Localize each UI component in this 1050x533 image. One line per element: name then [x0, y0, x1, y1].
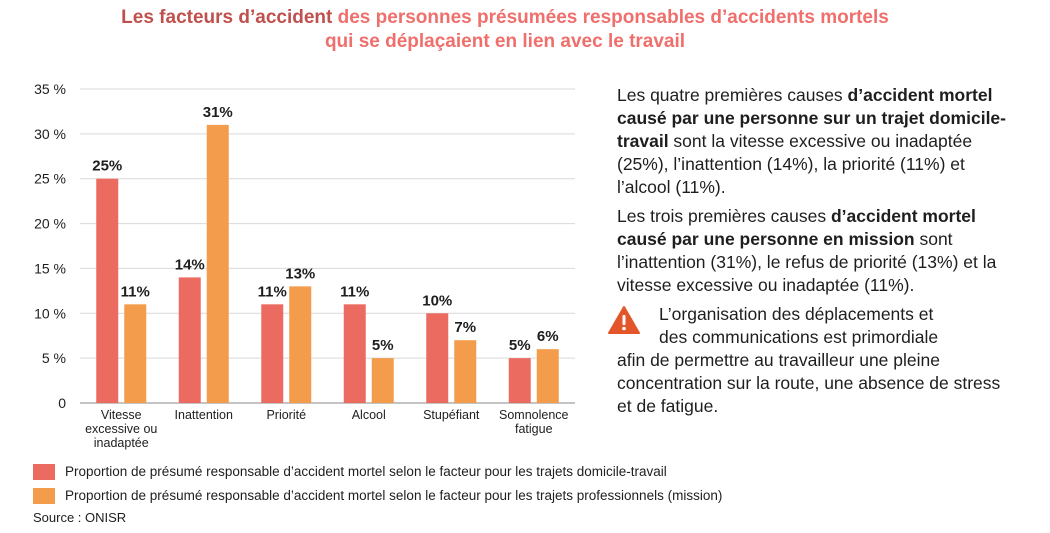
- title-part-2: facteurs d’accident: [159, 7, 332, 28]
- data-label-mission: 6%: [537, 328, 559, 345]
- x-tick-label-line: Vitesse: [101, 408, 142, 422]
- x-tick-label-line: Priorité: [266, 408, 306, 422]
- data-label-mission: 5%: [372, 337, 394, 354]
- data-label-mission: 7%: [454, 319, 476, 336]
- x-tick-label-line: Alcool: [352, 408, 386, 422]
- warning-note: L’organisation des déplacements et des c…: [617, 303, 1017, 418]
- warning-triangle-icon: [607, 305, 641, 335]
- bar-domicile: [509, 358, 531, 403]
- title-part-1: Les: [121, 7, 159, 28]
- commentary-paragraph-1: Les quatre premières causes d’accident m…: [617, 84, 1017, 199]
- x-tick-label: Vitesse excessive ou inadaptée: [85, 408, 157, 450]
- commentary-2-text-a: Les trois premières causes: [617, 206, 831, 226]
- bar-mission: [207, 125, 229, 403]
- data-label-domicile: 11%: [258, 283, 287, 300]
- commentary-1-text-c: sont la vitesse excessive ou inadaptée (…: [617, 131, 972, 197]
- data-label-domicile: 25%: [92, 158, 122, 175]
- bar-domicile: [344, 304, 366, 403]
- bar-mission: [454, 340, 476, 403]
- x-tick-label: Stupéfiant: [423, 408, 480, 422]
- data-label-domicile: 10%: [422, 292, 452, 309]
- legend-swatch-domicile: [33, 464, 55, 480]
- bar-domicile: [426, 313, 448, 403]
- data-label-mission: 31%: [203, 104, 233, 121]
- chart-title: Les facteurs d’accident des personnes pr…: [0, 6, 1010, 54]
- warning-rest: afin de permettre au travailleur une ple…: [617, 350, 1000, 416]
- legend-item-domicile: Proportion de présumé responsable d’acci…: [33, 463, 667, 481]
- legend-swatch-mission: [33, 488, 55, 504]
- title-part-3: des personnes présumées responsables d’a…: [332, 7, 889, 28]
- data-label-domicile: 11%: [340, 283, 369, 300]
- bar-domicile: [96, 179, 118, 403]
- commentary-paragraph-2: Les trois premières causes d’accident mo…: [617, 205, 1017, 297]
- bars-layer: [96, 125, 559, 403]
- x-tick-label-line: fatigue: [515, 422, 553, 436]
- y-tick-label: 25 %: [34, 171, 66, 187]
- y-tick-label: 30 %: [34, 126, 66, 142]
- y-tick-label: 15 %: [34, 260, 66, 276]
- legend-label-domicile: Proportion de présumé responsable d’acci…: [65, 463, 667, 481]
- legend-label-mission: Proportion de présumé responsable d’acci…: [65, 487, 722, 505]
- x-tick-label: Somnolence fatigue: [499, 408, 569, 436]
- x-tick-label: Inattention: [175, 408, 233, 422]
- title-line-1: Les facteurs d’accident des personnes pr…: [0, 6, 1010, 30]
- y-tick-label: 0: [58, 395, 66, 411]
- data-label-domicile: 14%: [175, 256, 205, 273]
- y-tick-label: 35 %: [34, 81, 66, 97]
- x-tick-label-line: inadaptée: [94, 436, 149, 450]
- bar-mission: [372, 358, 394, 403]
- labels-layer: 25% 11% Vitesse excessive ou inadaptée 14% 31%…: [85, 104, 568, 450]
- bar-mission: [124, 304, 146, 403]
- warning-line-1: L’organisation des déplacements et: [617, 303, 1017, 326]
- bar-domicile: [261, 304, 283, 403]
- source-note: Source : ONISR: [33, 510, 126, 525]
- data-label-mission: 13%: [285, 265, 315, 282]
- y-tick-label: 20 %: [34, 216, 66, 232]
- data-label-domicile: 5%: [509, 337, 531, 354]
- legend-item-mission: Proportion de présumé responsable d’acci…: [33, 487, 722, 505]
- x-tick-label-line: Somnolence: [499, 408, 569, 422]
- x-tick-label: Priorité: [266, 408, 306, 422]
- commentary-panel: Les quatre premières causes d’accident m…: [617, 84, 1017, 418]
- bar-domicile: [179, 277, 201, 403]
- bar-mission: [537, 349, 559, 403]
- x-tick-label-line: excessive ou: [85, 422, 157, 436]
- bar-mission: [289, 286, 311, 403]
- x-tick-label-line: Stupéfiant: [423, 408, 480, 422]
- data-label-mission: 11%: [121, 283, 150, 300]
- warning-line-2: des communications est primordiale: [617, 326, 1017, 349]
- title-line-2: qui se déplaçaient en lien avec le trava…: [0, 30, 1010, 54]
- x-tick-label-line: Inattention: [175, 408, 233, 422]
- y-tick-label: 5 %: [42, 350, 66, 366]
- commentary-1-text-a: Les quatre premières causes: [617, 85, 848, 105]
- x-tick-label: Alcool: [352, 408, 386, 422]
- bar-chart: 0 5 % 10 % 15 % 20 % 25 % 30 % 35 % 25% 11% Vites…: [0, 70, 600, 460]
- y-tick-label: 10 %: [34, 305, 66, 321]
